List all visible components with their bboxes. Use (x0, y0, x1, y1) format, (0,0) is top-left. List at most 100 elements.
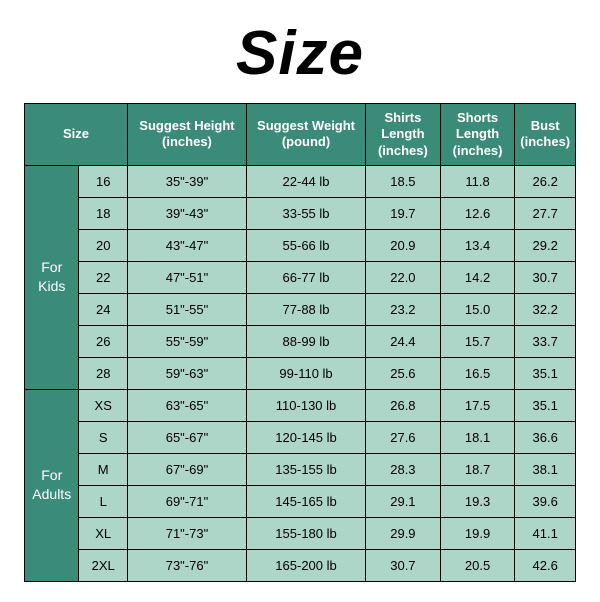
cell-shirt: 28.3 (366, 453, 441, 485)
cell-size: S (79, 421, 127, 453)
cell-shirt: 29.1 (366, 485, 441, 517)
cell-size: M (79, 453, 127, 485)
cell-height: 65"-67" (127, 421, 246, 453)
size-table: Size Suggest Height (inches) Suggest Wei… (24, 103, 576, 582)
cell-weight: 22-44 lb (247, 165, 366, 197)
cell-short: 12.6 (440, 197, 515, 229)
cell-short: 14.2 (440, 261, 515, 293)
table-header: Size Suggest Height (inches) Suggest Wei… (25, 104, 576, 166)
cell-short: 18.1 (440, 421, 515, 453)
table-row: M67"-69"135-155 lb28.318.738.1 (25, 453, 576, 485)
cell-height: 73"-76" (127, 549, 246, 581)
cell-weight: 155-180 lb (247, 517, 366, 549)
cell-weight: 110-130 lb (247, 389, 366, 421)
col-shirt-sub: (inches) (368, 143, 438, 159)
table-row: 2451"-55"77-88 lb23.215.032.2 (25, 293, 576, 325)
cell-size: 2XL (79, 549, 127, 581)
table-row: 1839"-43"33-55 lb19.712.627.7 (25, 197, 576, 229)
cell-short: 13.4 (440, 229, 515, 261)
cell-short: 20.5 (440, 549, 515, 581)
table-row: ForKids1635"-39"22-44 lb18.511.826.2 (25, 165, 576, 197)
cell-bust: 36.6 (515, 421, 576, 453)
cell-short: 15.7 (440, 325, 515, 357)
col-short-sub: (inches) (443, 143, 513, 159)
col-bust-label: Bust (531, 118, 560, 133)
cell-height: 55"-59" (127, 325, 246, 357)
cell-short: 15.0 (440, 293, 515, 325)
cell-size: XS (79, 389, 127, 421)
cell-shirt: 20.9 (366, 229, 441, 261)
cell-weight: 165-200 lb (247, 549, 366, 581)
table-row: 2043"-47"55-66 lb20.913.429.2 (25, 229, 576, 261)
cell-size: 18 (79, 197, 127, 229)
table-row: 2247"-51"66-77 lb22.014.230.7 (25, 261, 576, 293)
table-row: S65"-67"120-145 lb27.618.136.6 (25, 421, 576, 453)
cell-weight: 120-145 lb (247, 421, 366, 453)
table-body: ForKids1635"-39"22-44 lb18.511.826.21839… (25, 165, 576, 581)
cell-short: 19.9 (440, 517, 515, 549)
cell-bust: 26.2 (515, 165, 576, 197)
col-group: Size (25, 104, 128, 166)
cell-shirt: 23.2 (366, 293, 441, 325)
page-title: Size (24, 18, 576, 89)
col-bust-sub: (inches) (517, 134, 573, 150)
cell-bust: 30.7 (515, 261, 576, 293)
cell-weight: 66-77 lb (247, 261, 366, 293)
cell-shirt: 18.5 (366, 165, 441, 197)
group-cell: ForKids (25, 165, 79, 389)
cell-bust: 38.1 (515, 453, 576, 485)
cell-weight: 88-99 lb (247, 325, 366, 357)
table-row: XL71"-73"155-180 lb29.919.941.1 (25, 517, 576, 549)
cell-shirt: 22.0 (366, 261, 441, 293)
cell-bust: 35.1 (515, 389, 576, 421)
cell-bust: 33.7 (515, 325, 576, 357)
col-shirt-label: Shirts Length (381, 110, 424, 141)
cell-bust: 41.1 (515, 517, 576, 549)
table-row: ForAdultsXS63"-65"110-130 lb26.817.535.1 (25, 389, 576, 421)
cell-height: 35"-39" (127, 165, 246, 197)
cell-short: 18.7 (440, 453, 515, 485)
cell-size: 24 (79, 293, 127, 325)
table-row: 2859"-63"99-110 lb25.616.535.1 (25, 357, 576, 389)
cell-weight: 145-165 lb (247, 485, 366, 517)
cell-height: 69"-71" (127, 485, 246, 517)
cell-shirt: 24.4 (366, 325, 441, 357)
cell-weight: 55-66 lb (247, 229, 366, 261)
cell-size: 26 (79, 325, 127, 357)
cell-size: 16 (79, 165, 127, 197)
cell-bust: 27.7 (515, 197, 576, 229)
cell-short: 19.3 (440, 485, 515, 517)
cell-shirt: 25.6 (366, 357, 441, 389)
cell-bust: 39.6 (515, 485, 576, 517)
col-size-label: Size (63, 126, 89, 141)
cell-shirt: 19.7 (366, 197, 441, 229)
cell-weight: 135-155 lb (247, 453, 366, 485)
cell-weight: 33-55 lb (247, 197, 366, 229)
col-shirt: Shirts Length (inches) (366, 104, 441, 166)
cell-weight: 77-88 lb (247, 293, 366, 325)
cell-bust: 35.1 (515, 357, 576, 389)
col-weight-label: Suggest Weight (257, 118, 355, 133)
cell-bust: 42.6 (515, 549, 576, 581)
table-row: 2XL73"-76"165-200 lb30.720.542.6 (25, 549, 576, 581)
cell-size: 20 (79, 229, 127, 261)
cell-weight: 99-110 lb (247, 357, 366, 389)
cell-height: 47"-51" (127, 261, 246, 293)
size-chart-container: Size Size Suggest Height (inches) Sugges… (0, 0, 600, 602)
cell-height: 71"-73" (127, 517, 246, 549)
cell-size: L (79, 485, 127, 517)
cell-size: 28 (79, 357, 127, 389)
table-row: 2655"-59"88-99 lb24.415.733.7 (25, 325, 576, 357)
col-height: Suggest Height (inches) (127, 104, 246, 166)
cell-height: 63"-65" (127, 389, 246, 421)
cell-shirt: 29.9 (366, 517, 441, 549)
cell-height: 67"-69" (127, 453, 246, 485)
cell-size: XL (79, 517, 127, 549)
group-cell: ForAdults (25, 389, 79, 581)
col-height-sub: (inches) (130, 134, 244, 150)
cell-height: 43"-47" (127, 229, 246, 261)
col-weight: Suggest Weight (pound) (247, 104, 366, 166)
cell-height: 39"-43" (127, 197, 246, 229)
cell-size: 22 (79, 261, 127, 293)
cell-short: 11.8 (440, 165, 515, 197)
